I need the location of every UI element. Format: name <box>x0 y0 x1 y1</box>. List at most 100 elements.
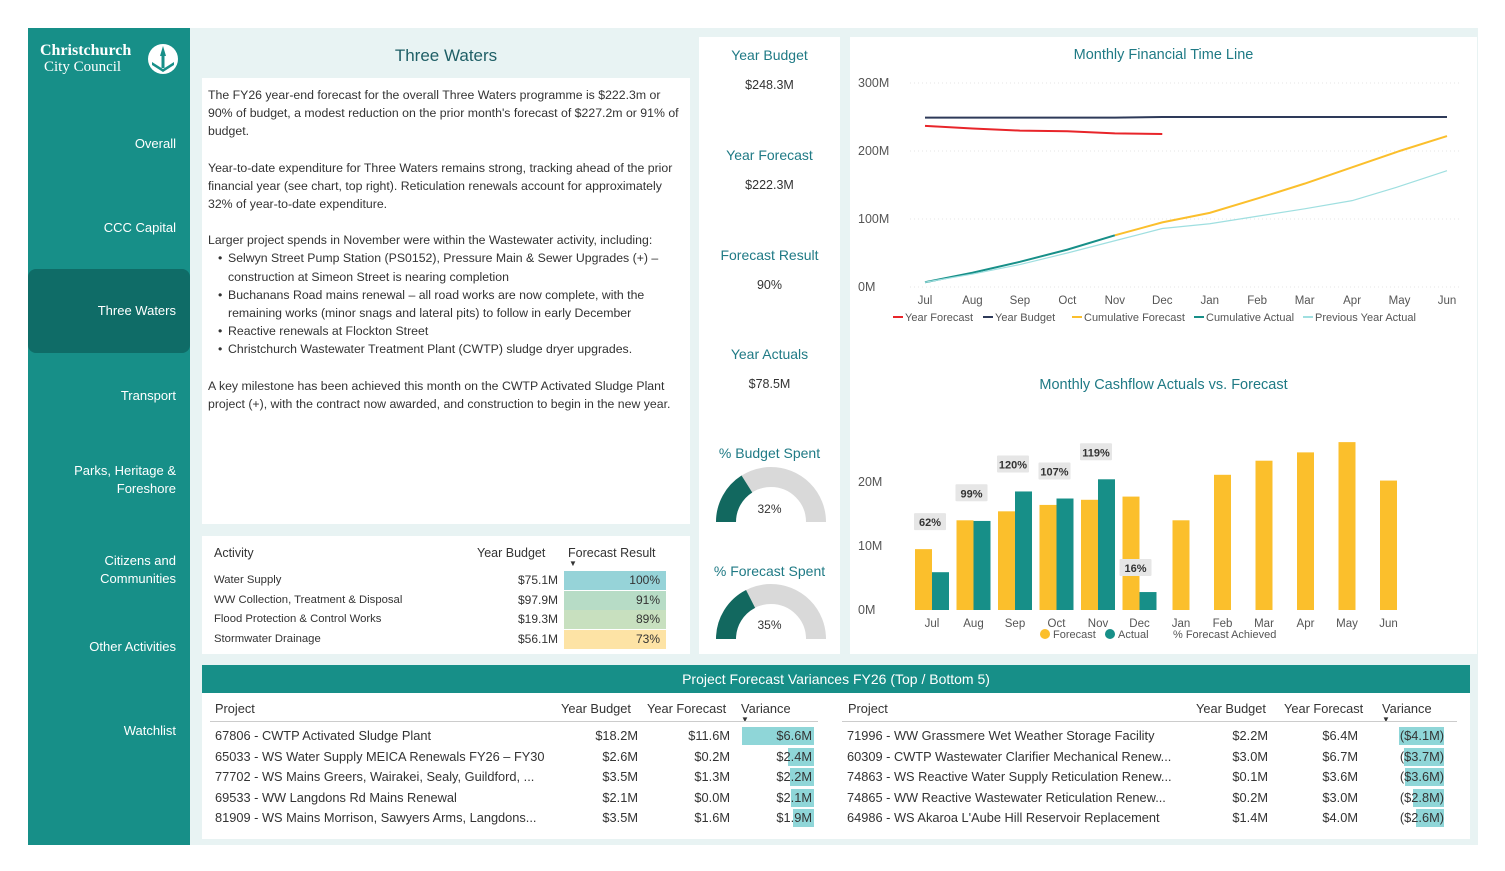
year-budget-col-header[interactable]: Year Budget <box>477 546 546 560</box>
bar-actual[interactable] <box>1139 592 1157 610</box>
sort-desc-icon: ▼ <box>569 559 577 568</box>
sidebar-nav: Christchurch City Council Overall CCC Cap… <box>28 28 190 845</box>
activity-name: Water Supply <box>214 574 282 586</box>
bar-forecast[interactable] <box>1338 442 1356 610</box>
legend-item[interactable]: Year Budget <box>983 312 1055 324</box>
kpi-panel: Year Budget $248.3M Year Forecast $222.3… <box>699 37 840 654</box>
legend-item[interactable]: Cumulative Actual <box>1194 312 1294 324</box>
achieved-label-bg <box>1080 443 1112 461</box>
divider <box>210 721 818 722</box>
year-forecast-col-header[interactable]: Year Forecast <box>647 701 727 716</box>
summary-paragraph: A key milestone has been achieved this m… <box>208 378 671 411</box>
bar-actual[interactable] <box>973 520 991 610</box>
variance-row[interactable]: 81909 - WS Mains Morrison, Sawyers Arms,… <box>210 808 820 828</box>
x-tick-label: Oct <box>1058 295 1077 307</box>
project-col-header[interactable]: Project <box>215 701 255 716</box>
variance-row[interactable]: 77702 - WS Mains Greers, Wairakei, Sealy… <box>210 767 820 787</box>
legend-item[interactable]: Cumulative Forecast <box>1072 312 1185 324</box>
project-variances-table: Project Forecast Variances FY26 (Top / B… <box>202 665 1470 839</box>
nav-item-transport[interactable]: Transport <box>120 388 176 403</box>
x-tick-label: Jun <box>1438 295 1457 307</box>
page-title: Three Waters <box>394 46 498 65</box>
legend-item[interactable]: Previous Year Actual <box>1303 312 1416 324</box>
project-year-forecast: $1.6M <box>694 810 730 825</box>
x-tick-label: Jul <box>925 618 940 630</box>
variance-row[interactable]: 65033 - WS Water Supply MEICA Renewals F… <box>210 747 820 767</box>
activity-forecast-result: 89% <box>564 610 666 629</box>
activity-name: WW Collection, Treatment & Disposal <box>214 593 403 606</box>
year-budget-col-header[interactable]: Year Budget <box>1196 701 1266 716</box>
bar-forecast[interactable] <box>1255 460 1273 610</box>
bar-forecast[interactable] <box>1214 474 1231 610</box>
project-variance: $1.9M <box>776 810 812 825</box>
bar-actual[interactable] <box>932 572 949 610</box>
x-tick-label: Jul <box>918 295 933 307</box>
legend-item[interactable]: Forecast <box>1040 629 1096 641</box>
variance-row[interactable]: 60309 - CWTP Wastewater Clarifier Mechan… <box>842 747 1454 767</box>
year-forecast-col-header[interactable]: Year Forecast <box>1284 701 1364 716</box>
bar-forecast[interactable] <box>1081 499 1098 610</box>
activity-row[interactable]: WW Collection, Treatment & Disposal $97.9… <box>214 590 666 610</box>
project-year-budget: $18.2M <box>595 728 638 743</box>
bar-forecast[interactable] <box>1297 452 1314 610</box>
x-tick-label: Aug <box>962 295 982 307</box>
nav-item-other-activities[interactable]: Other Activities <box>89 639 176 654</box>
year-budget-col-header[interactable]: Year Budget <box>561 701 631 716</box>
activity-name: Flood Protection & Control Works <box>214 613 382 625</box>
project-variance: $6.6M <box>776 728 812 743</box>
bar-forecast[interactable] <box>956 520 974 610</box>
project-col-header[interactable]: Project <box>848 701 888 716</box>
variance-col-header[interactable]: Variance <box>1382 701 1432 716</box>
year-budget-label: Year Budget <box>731 47 808 63</box>
variance-row[interactable]: 69533 - WW Langdons Rd Mains Renewal $2.1… <box>210 788 820 808</box>
nav-item-watchlist[interactable]: Watchlist <box>123 723 176 738</box>
legend-item[interactable]: Year Forecast <box>893 312 973 324</box>
nav-item-overall[interactable]: Overall <box>134 136 176 151</box>
variance-bar <box>742 727 814 745</box>
bar-actual[interactable] <box>1098 479 1115 610</box>
variance-row[interactable]: 67806 - CWTP Activated Sludge Plant $18.2… <box>210 726 820 746</box>
bar-forecast[interactable] <box>1172 520 1190 610</box>
activity-table: Activity Year Budget Forecast Result ▼ W… <box>202 536 690 654</box>
activity-row[interactable]: Flood Protection & Control Works $19.3M 89… <box>214 610 666 629</box>
nav-item-three-waters[interactable]: Three Waters <box>28 269 190 353</box>
forecast-result-col-header[interactable]: Forecast Result <box>568 546 656 560</box>
budget-spent-value: 32% <box>757 502 782 516</box>
variance-col-header[interactable]: Variance <box>741 701 791 716</box>
legend-item[interactable]: Actual <box>1105 629 1149 641</box>
nav-item-ccc-capital[interactable]: CCC Capital <box>103 220 176 235</box>
charts-panel: Monthly Financial Time Line 0M 100M 200M 30… <box>850 37 1477 654</box>
forecast-result-value: 90% <box>756 278 783 292</box>
x-tick-label: Sep <box>1005 618 1025 630</box>
bar-actual[interactable] <box>1056 498 1074 610</box>
project-year-forecast: $6.4M <box>1322 728 1358 743</box>
line-chart-title: Monthly Financial Time Line <box>1073 47 1254 63</box>
x-tick-label: Aug <box>963 618 983 630</box>
bar-forecast[interactable] <box>1039 504 1057 610</box>
bar-forecast[interactable] <box>1122 496 1140 610</box>
variance-row[interactable]: 74863 - WS Reactive Water Supply Reticul… <box>842 767 1454 787</box>
variance-bar <box>791 788 814 807</box>
variance-row[interactable]: 64986 - WS Akaroa L'Aube Hill Reservoir … <box>842 808 1454 828</box>
variance-bar <box>1413 788 1444 807</box>
nav-item-parks-heritage-foreshore[interactable]: Parks, Heritage & Foreshore <box>74 463 176 496</box>
project-year-forecast: $6.7M <box>1322 748 1358 764</box>
activity-forecast-result: 73% <box>564 629 666 649</box>
project-year-budget: $2.1M <box>602 789 638 805</box>
bar-forecast[interactable] <box>1380 480 1397 610</box>
bar-actual[interactable] <box>1015 491 1032 610</box>
year-forecast-value: $222.3M <box>745 178 794 192</box>
variance-row[interactable]: 71996 - WW Grassmere Wet Weather Storage… <box>842 726 1454 746</box>
activity-col-header[interactable]: Activity <box>214 546 254 560</box>
project-variance: $2.1M <box>776 789 812 805</box>
bar-forecast[interactable] <box>915 549 932 610</box>
activity-row[interactable]: Stormwater Drainage $56.1M 73% <box>214 629 666 649</box>
variance-bar <box>1415 809 1444 827</box>
x-tick-label: May <box>1336 618 1358 630</box>
activity-row[interactable]: Water Supply $75.1M 100% <box>214 571 666 590</box>
variance-row[interactable]: 74865 - WW Reactive Wastewater Reticulat… <box>842 788 1454 808</box>
bar-chart-title: Monthly Cashflow Actuals vs. Forecast <box>1039 377 1288 393</box>
bar-forecast[interactable] <box>998 511 1015 610</box>
nav-item-citizens-and-communities[interactable]: Citizens and Communities <box>100 553 176 586</box>
achieved-label: 99% <box>960 488 982 500</box>
